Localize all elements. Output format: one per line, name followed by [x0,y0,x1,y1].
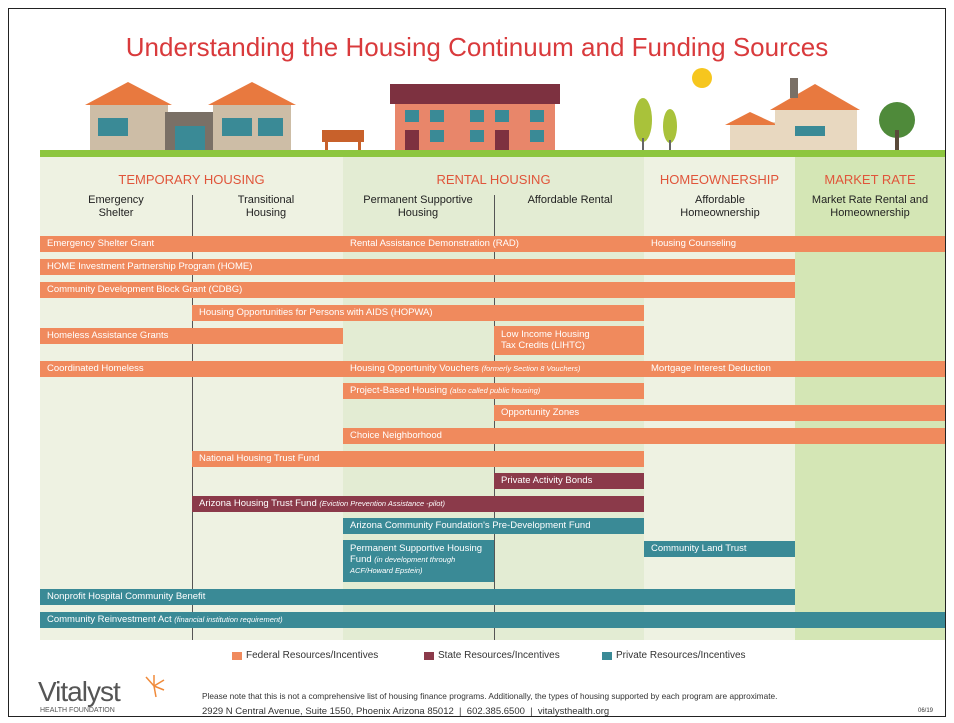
footer-date: 06/19 [918,708,934,714]
program-bar: Choice Neighborhood [343,428,945,444]
program-bar: Rental Assistance Demonstration (RAD) [343,236,644,252]
program-name: Homeless Assistance Grants [47,330,169,341]
program-bar: Low Income Housing Tax Credits (LIHTC) [494,326,644,355]
illustration [40,68,945,157]
program-name: Arizona Housing Trust Fund [199,498,317,509]
program-bar: Private Activity Bonds [494,473,644,489]
program-bar: Coordinated Homeless [40,361,343,377]
program-note: (formerly Section 8 Vouchers) [481,364,581,373]
program-bar: Housing Opportunity Vouchers (formerly S… [343,361,644,377]
column-heading: HOMEOWNERSHIP [659,172,780,187]
program-bar: Permanent Supportive Housing Fund (in de… [343,540,494,582]
program-bar: Nonprofit Hospital Community Benefit [40,589,795,605]
program-name: National Housing Trust Fund [199,453,320,464]
program-name: Arizona Community Foundation's Pre-Devel… [350,520,591,531]
program-name: Private Activity Bonds [501,475,593,486]
legend-swatch [232,652,242,660]
program-name: Housing Counseling [651,238,737,249]
program-name: Choice Neighborhood [350,430,442,441]
footer-note: Please note that this is not a comprehen… [202,691,778,701]
subcolumn: Market Rate Rental and Homeownership [811,194,929,219]
subcolumn: Transitional Housing [237,194,295,219]
column-heading: MARKET RATE [824,172,916,187]
program-name: Housing Opportunity Vouchers [350,363,479,374]
program-note: (in development through ACF/Howard Epste… [350,555,456,575]
program-bar: Arizona Community Foundation's Pre-Devel… [343,518,644,534]
program-bar: National Housing Trust Fund [192,451,644,467]
program-name: Nonprofit Hospital Community Benefit [47,591,206,602]
program-name: Community Reinvestment Act [47,614,172,625]
subcolumn: Permanent Supportive Housing [363,194,473,219]
program-bar: Community Land Trust [644,541,795,557]
program-bar: Community Development Block Grant (CDBG) [40,282,795,298]
program-name: Housing Opportunities for Persons with A… [199,307,433,318]
program-name: Permanent Supportive Housing Fund [350,543,483,565]
footer-address: 2929 N Central Avenue, Suite 1550, Phoen… [202,706,610,717]
program-name: Low Income Housing Tax Credits (LIHTC) [501,329,590,351]
program-name: Coordinated Homeless [47,363,144,374]
program-bar: Homeless Assistance Grants [40,328,343,344]
column-bg [644,157,795,640]
program-bar: Community Reinvestment Act (financial in… [40,612,945,628]
program-name: HOME Investment Partnership Program (HOM… [47,261,253,272]
program-note: (also called public housing) [449,386,541,395]
logo-mark [145,675,165,698]
program-bar: Project-Based Housing (also called publi… [343,383,644,399]
legend-label: Federal Resources/Incentives [246,650,379,661]
program-name: Project-Based Housing [350,385,448,396]
program-name: Rental Assistance Demonstration (RAD) [350,238,519,249]
program-note: (financial institution requirement) [174,615,283,624]
program-bar: Arizona Housing Trust Fund (Eviction Pre… [192,496,644,512]
program-name: Mortgage Interest Deduction [651,363,771,374]
program-name: Emergency Shelter Grant [47,238,155,249]
subcolumn: Emergency Shelter [88,194,144,219]
program-name: Community Land Trust [651,543,747,554]
program-name: Opportunity Zones [501,407,580,418]
legend-swatch [602,652,612,660]
program-note: (Eviction Prevention Assistance -pilot) [319,499,446,508]
legend-label: Private Resources/Incentives [616,650,746,661]
divider [192,195,193,640]
title: Understanding the Housing Continuum and … [125,32,829,62]
column-heading: TEMPORARY HOUSING [118,172,265,187]
program-name: Community Development Block Grant (CDBG) [47,284,243,295]
program-bar: Opportunity Zones [494,405,945,421]
subcolumn: Affordable Homeownership [680,194,760,219]
logo: Vitalyst [38,676,121,707]
legend-swatch [424,652,434,660]
program-bar: Mortgage Interest Deduction [644,361,945,377]
program-bar: Emergency Shelter Grant [40,236,343,252]
legend-label: State Resources/Incentives [438,650,560,661]
column-bg [795,157,945,640]
program-bar: Housing Opportunities for Persons with A… [192,305,644,321]
subcolumn: Affordable Rental [527,194,613,206]
column-heading: RENTAL HOUSING [436,172,551,187]
program-bar: Housing Counseling [644,236,945,252]
program-bar: HOME Investment Partnership Program (HOM… [40,259,795,275]
logo-sub: HEALTH FOUNDATION [40,707,115,714]
frame [8,8,946,717]
